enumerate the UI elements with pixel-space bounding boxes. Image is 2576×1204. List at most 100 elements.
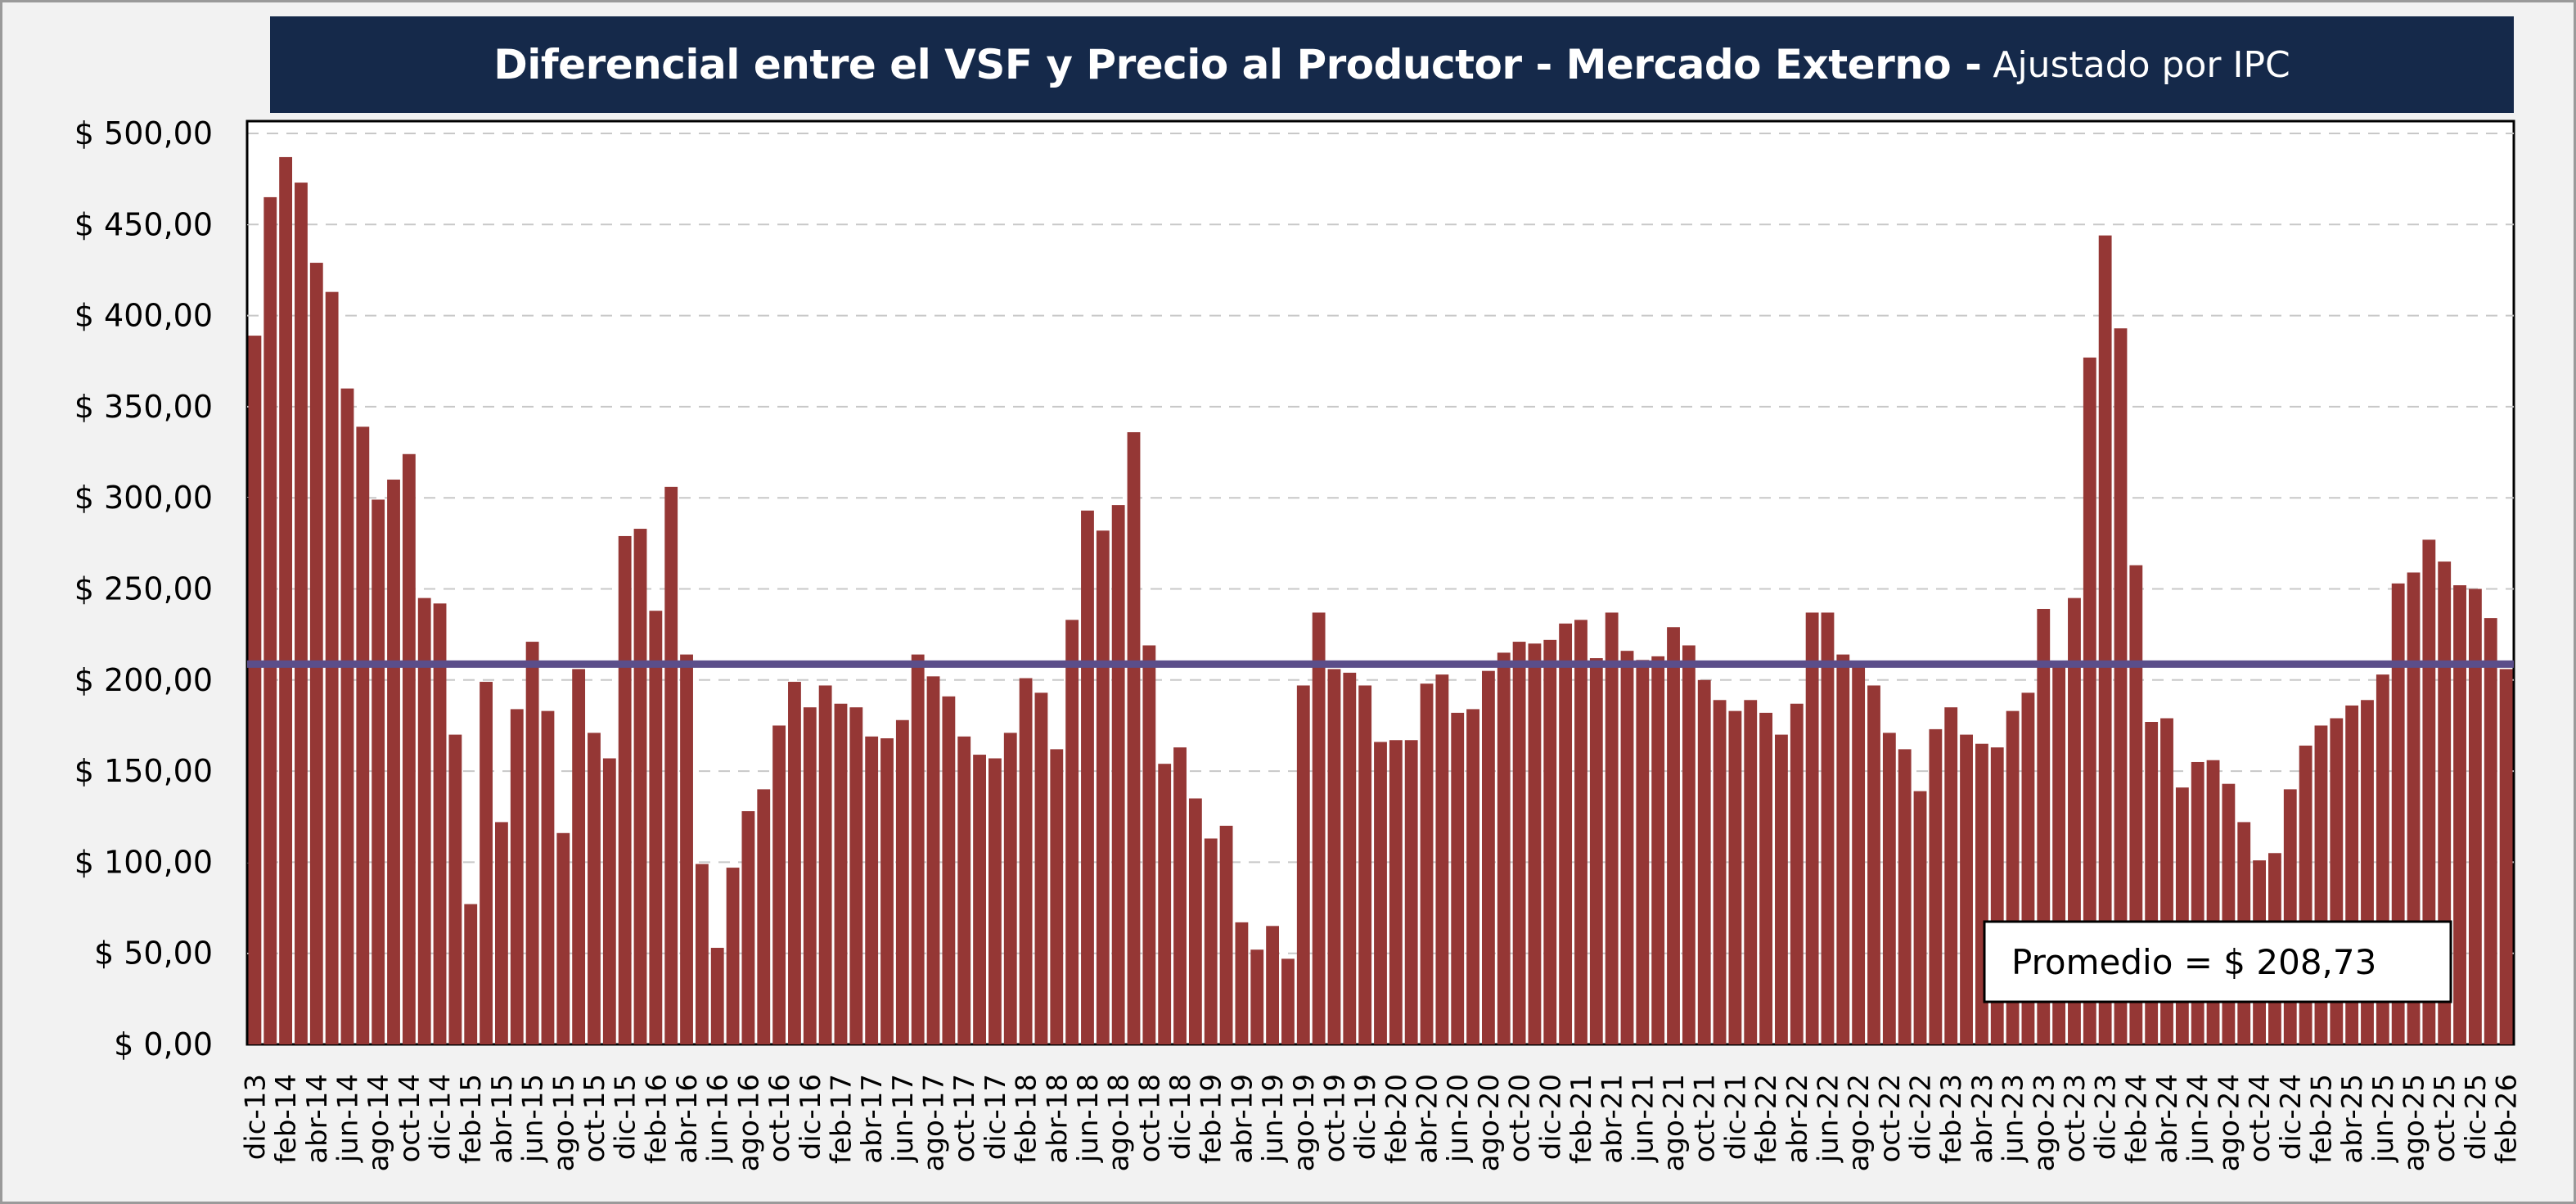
bar <box>1960 734 1973 1044</box>
y-tick-label: $ 200,00 <box>74 662 213 698</box>
bar <box>1343 672 1357 1044</box>
x-tick-label: abr-15 <box>486 1074 519 1164</box>
bar <box>788 682 801 1044</box>
bar <box>1497 652 1511 1044</box>
bar <box>1081 510 1094 1044</box>
bar <box>957 736 971 1044</box>
bar <box>448 734 462 1044</box>
bar <box>556 832 570 1044</box>
x-tick-label: oct-22 <box>1874 1074 1907 1162</box>
bar <box>911 654 925 1044</box>
bar <box>1420 683 1434 1044</box>
x-tick-label: dic-23 <box>2090 1074 2123 1160</box>
x-tick-label: jun-17 <box>887 1074 920 1163</box>
bar <box>1728 710 1742 1044</box>
y-tick-label: $ 300,00 <box>74 480 213 516</box>
x-tick-label: jun-24 <box>2182 1074 2215 1163</box>
bar <box>1805 612 1819 1044</box>
x-tick-label: dic-15 <box>610 1074 642 1160</box>
bar <box>1327 669 1341 1044</box>
bar <box>1852 661 1866 1044</box>
average-label-box: Promedio = $ 208,73 <box>1983 920 2452 1003</box>
average-label: Promedio = $ 208,73 <box>2011 942 2376 982</box>
bar <box>480 682 493 1044</box>
bar <box>772 725 786 1044</box>
bar <box>2283 789 2297 1044</box>
x-tick-label: jun-22 <box>1812 1074 1844 1163</box>
chart-title: Diferencial entre el VSF y Precio al Pro… <box>493 41 1982 88</box>
bar <box>295 183 308 1044</box>
x-tick-label: abr-25 <box>2336 1074 2369 1164</box>
bar <box>1096 530 1110 1044</box>
bar <box>942 696 956 1044</box>
x-tick-label: dic-18 <box>1164 1074 1197 1160</box>
y-axis: $ 0,00 $ 50,00 $ 100,00 $ 150,00 $ 200,00 $ 2… <box>74 115 249 1062</box>
x-tick-label: oct-14 <box>394 1074 426 1162</box>
bar <box>618 535 632 1044</box>
x-tick-label: feb-26 <box>2491 1074 2524 1164</box>
x-tick-label: dic-19 <box>1349 1074 1382 1160</box>
x-tick-label: oct-23 <box>2059 1074 2092 1162</box>
y-tick-label: $ 100,00 <box>74 844 213 880</box>
bar <box>1266 926 1280 1044</box>
bar <box>1636 660 1650 1044</box>
x-tick-label: ago-24 <box>2213 1074 2245 1171</box>
bar <box>541 710 555 1044</box>
bar <box>572 669 586 1044</box>
x-tick-label: ago-23 <box>2028 1074 2060 1171</box>
x-tick-label: abr-20 <box>1412 1074 1444 1164</box>
x-tick-label: dic-21 <box>1719 1074 1752 1160</box>
bar <box>895 719 909 1044</box>
bar <box>2468 588 2482 1044</box>
bar <box>1559 623 1573 1044</box>
x-tick-label: oct-20 <box>1504 1074 1537 1162</box>
bar <box>973 755 986 1044</box>
bar <box>1775 734 1788 1044</box>
bar <box>1250 949 1264 1044</box>
bar <box>464 904 478 1044</box>
x-tick-label: feb-18 <box>1011 1074 1043 1164</box>
bar <box>1003 733 1017 1044</box>
bar <box>1235 922 1249 1044</box>
bar <box>309 263 323 1044</box>
bar <box>1065 620 1079 1044</box>
bar <box>1543 639 1557 1044</box>
x-tick-label: ago-18 <box>1103 1074 1136 1171</box>
bar <box>710 948 724 1044</box>
bar <box>2114 328 2128 1044</box>
bar <box>757 789 771 1044</box>
bar <box>1019 678 1033 1044</box>
bar <box>1158 764 1172 1044</box>
bar <box>1358 685 1372 1044</box>
bar <box>1589 658 1603 1044</box>
chart-subtitle: Ajustado por IPC <box>1993 43 2290 86</box>
bar <box>2499 669 2513 1044</box>
bar <box>1188 798 1202 1044</box>
bar <box>1389 740 1403 1044</box>
bar <box>664 486 678 1044</box>
x-tick-label: jun-25 <box>2367 1074 2400 1163</box>
x-tick-label: abr-24 <box>2151 1074 2184 1164</box>
bar <box>340 388 354 1044</box>
x-tick-label: feb-19 <box>1196 1074 1228 1164</box>
bar <box>1404 740 1418 1044</box>
x-tick-label: dic-25 <box>2460 1074 2493 1160</box>
x-tick-label: oct-24 <box>2244 1074 2277 1162</box>
x-tick-label: ago-16 <box>732 1074 765 1171</box>
bar <box>2175 787 2189 1044</box>
x-tick-label: feb-14 <box>270 1074 303 1164</box>
x-tick-label: feb-21 <box>1565 1074 1598 1164</box>
x-tick-label: oct-25 <box>2429 1074 2461 1162</box>
x-tick-label: feb-25 <box>2305 1074 2338 1164</box>
bar <box>1605 612 1619 1044</box>
bar <box>1451 712 1465 1044</box>
bar <box>1204 838 1218 1044</box>
x-tick-label: abr-22 <box>1781 1074 1814 1164</box>
y-tick-label: $ 250,00 <box>74 571 213 607</box>
bar <box>1435 674 1449 1044</box>
x-tick-label: abr-21 <box>1596 1074 1629 1164</box>
bar <box>633 529 647 1044</box>
y-tick-label: $ 450,00 <box>74 206 213 242</box>
bar <box>1219 825 1233 1044</box>
bar <box>865 736 879 1044</box>
